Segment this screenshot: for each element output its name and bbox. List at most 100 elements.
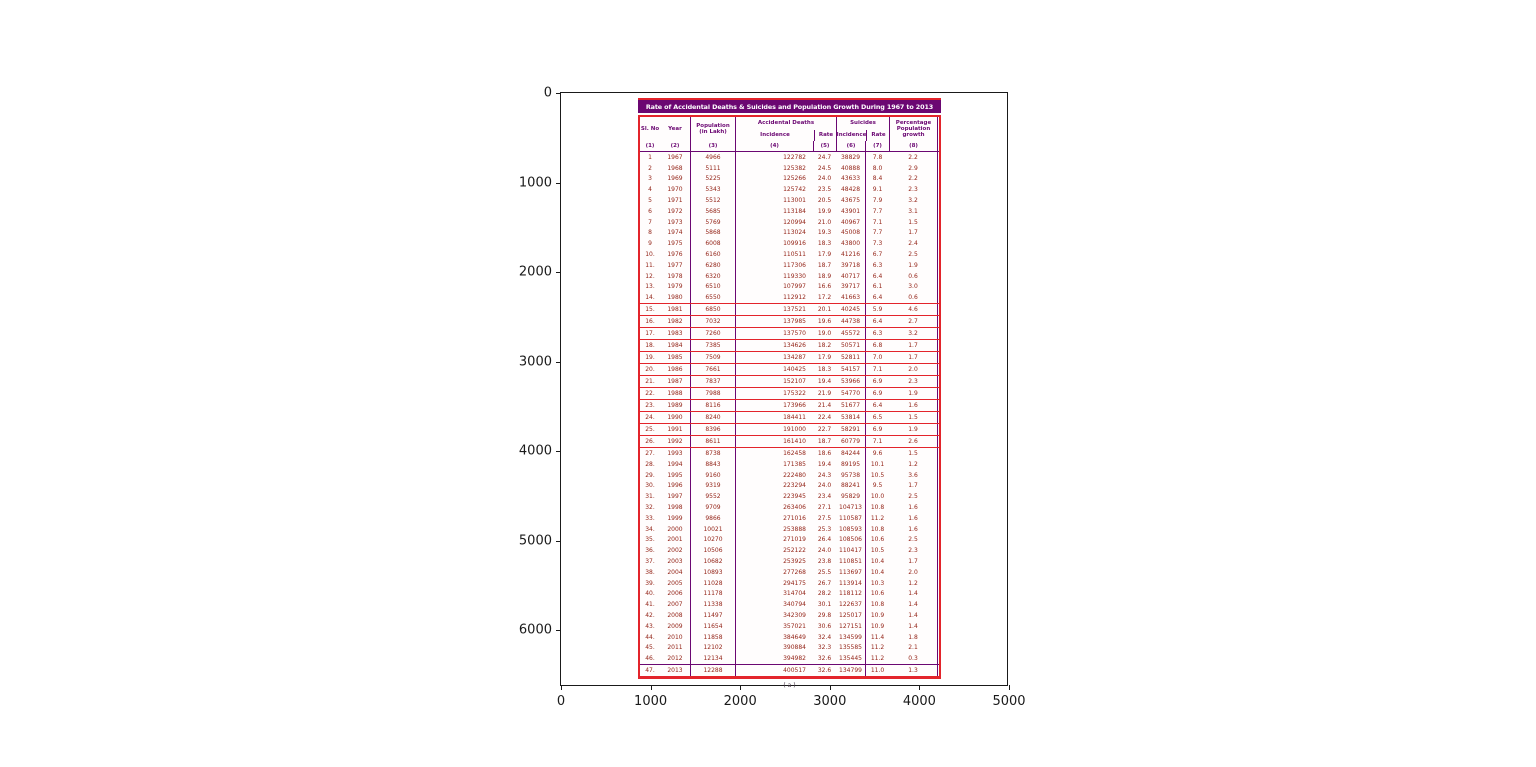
table-cell: 40245 <box>840 306 861 314</box>
y-axis-tick <box>556 93 561 94</box>
table-cell: 110511 <box>735 249 813 260</box>
table-row: 10. 1976 6160 110511 17.9 41216 6.7 2.5 <box>640 249 939 260</box>
table-cell: 39718 <box>840 261 861 269</box>
table-cell: 43. <box>645 622 655 630</box>
table-cell: 5512 <box>690 195 735 206</box>
table-cell: 1985 <box>667 354 683 362</box>
table-cell: 12102 <box>690 642 735 654</box>
table-cell: 3.2 <box>889 328 938 340</box>
table-cell: 8 <box>648 229 652 237</box>
table-cell: 23.5 <box>817 186 832 194</box>
table-cell: 5685 <box>690 205 735 217</box>
table-cell: 1.6 <box>889 523 938 535</box>
table-cell: 27. <box>645 450 655 458</box>
x-axis-tick <box>919 685 921 690</box>
table-cell: 47. <box>645 666 655 674</box>
table-cell: 171385 <box>735 458 813 470</box>
table-cell: 6280 <box>690 259 735 271</box>
table-cell: 223294 <box>735 480 813 492</box>
table-cell: 19.4 <box>817 460 832 468</box>
table-cell: 137985 <box>735 316 813 328</box>
table-cell: 32.6 <box>817 655 832 663</box>
table-cell: 1.9 <box>889 424 938 436</box>
table-cell: 17. <box>645 330 655 338</box>
table-cell: 7988 <box>690 388 735 400</box>
table-cell: 18.6 <box>817 450 832 458</box>
header-sl-no: Sl. No <box>640 125 660 132</box>
table-cell: 10.5 <box>865 469 889 481</box>
table-cell: 1990 <box>667 414 683 422</box>
table-cell: 1968 <box>667 164 683 172</box>
table-cell: 2005 <box>667 579 683 587</box>
table-cell: 2 <box>648 164 652 172</box>
table-cell: 1977 <box>667 261 683 269</box>
table-cell: 11. <box>645 261 655 269</box>
table-cell: 45008 <box>840 229 861 237</box>
table-cell: 43901 <box>840 207 861 215</box>
table-cell: 1.5 <box>889 216 938 228</box>
table-cell: 17.9 <box>817 251 832 259</box>
table-cell: 24.3 <box>817 471 832 479</box>
table-row: 44. 2010 11858 384649 32.4 134599 11.4 1.8 <box>640 631 939 643</box>
table-cell: 2007 <box>667 601 683 609</box>
table-cell: 20.1 <box>817 306 832 314</box>
table-cell: 37. <box>645 558 655 566</box>
table-cell: 11.2 <box>865 653 889 665</box>
table-cell: 1.7 <box>889 480 938 492</box>
table-cell: 1.4 <box>889 620 938 632</box>
table-cell: 21.4 <box>817 402 832 410</box>
table-row: 19. 1985 7509 134287 17.9 52811 7.0 1.7 <box>640 351 939 364</box>
y-axis-tick-label: 3000 <box>518 354 552 369</box>
table-cell: 46. <box>645 655 655 663</box>
table-cell: 2012 <box>667 655 683 663</box>
table-cell: 7032 <box>690 316 735 328</box>
table-cell: 10.9 <box>865 620 889 632</box>
table-cell: 1.8 <box>889 631 938 643</box>
table-cell: 29. <box>645 471 655 479</box>
table-row: 37. 2003 10682 253925 23.8 110851 10.4 1.7 <box>640 556 939 567</box>
table-row: 39. 2005 11028 294175 26.7 113914 10.3 1.2 <box>640 577 939 589</box>
table-cell: 1983 <box>667 330 683 338</box>
table-cell: 42. <box>645 612 655 619</box>
table-cell: 2011 <box>667 644 683 652</box>
table-cell: 21.9 <box>817 390 832 398</box>
header-suicides-group: Suicides Incidence Rate <box>836 117 889 141</box>
table-cell: 21. <box>645 378 655 386</box>
table-cell: 9319 <box>690 480 735 492</box>
table-cell: 10.8 <box>865 502 889 513</box>
table-cell: 33. <box>645 514 655 522</box>
table-cell: 108593 <box>839 525 862 533</box>
table-row: 34. 2000 10021 253888 25.3 108593 10.8 1.6 <box>640 523 939 535</box>
table-cell: 6008 <box>690 238 735 250</box>
table-cell: 394982 <box>735 653 813 665</box>
table-cell: 152107 <box>735 376 813 388</box>
table-cell: 13. <box>645 283 655 291</box>
table-cell: 7.9 <box>865 195 889 206</box>
table-cell: 134287 <box>735 352 813 364</box>
table-cell: 6.3 <box>865 259 889 271</box>
table-cell: 25. <box>645 426 655 434</box>
table-cell: 9552 <box>690 491 735 503</box>
table-cell: 17.2 <box>817 294 832 302</box>
table-cell: 24.5 <box>817 164 832 172</box>
header-population: Population (in Lakh) <box>690 117 735 141</box>
table-cell: 11497 <box>690 610 735 621</box>
table-cell: 127151 <box>839 622 862 630</box>
table-cell: 1970 <box>667 186 683 194</box>
table-cell: 1978 <box>667 272 683 280</box>
table-cell: 1.7 <box>889 556 938 567</box>
table-cell: 1.4 <box>889 610 938 621</box>
table-row: 35. 2001 10270 271019 26.4 108506 10.6 2.5 <box>640 534 939 546</box>
table-cell: 109916 <box>735 238 813 250</box>
table-cell: 3.2 <box>889 195 938 206</box>
table-row: 6 1972 5685 113184 19.9 43901 7.7 3.1 <box>640 205 939 217</box>
table-cell: 222480 <box>735 469 813 481</box>
table-cell: 314704 <box>735 588 813 600</box>
table-cell: 390884 <box>735 642 813 654</box>
table-cell: 1972 <box>667 207 683 215</box>
table-cell: 277268 <box>735 566 813 578</box>
table-row: 38. 2004 10893 277268 25.5 113697 10.4 2.0 <box>640 566 939 578</box>
table-body: 1 1967 4966 122782 24.7 38829 7.8 2.2 2 1968 5111 1… <box>640 152 939 676</box>
table-cell: 40. <box>645 590 655 598</box>
table-cell: 18.7 <box>817 261 832 269</box>
